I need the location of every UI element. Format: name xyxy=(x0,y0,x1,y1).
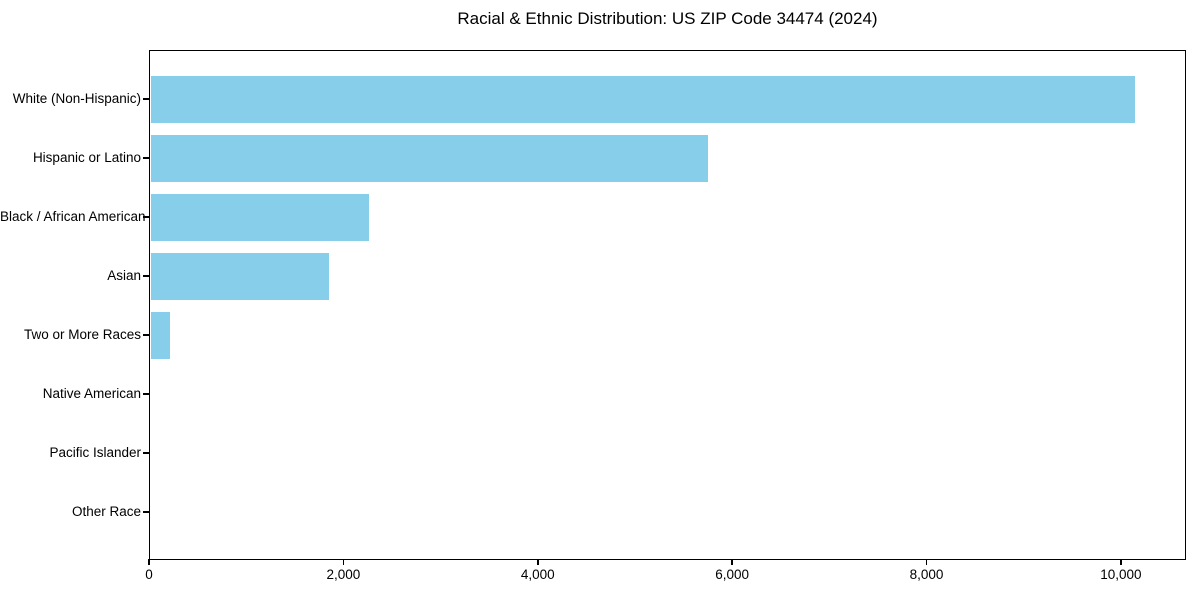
y-tick-label: Black / African American xyxy=(0,209,146,224)
bar-white-non-hispanic xyxy=(150,75,1136,123)
x-tick-label: 4,000 xyxy=(520,567,555,582)
y-tick-mark xyxy=(143,452,149,454)
x-tick-mark xyxy=(536,559,539,565)
x-tick-label: 8,000 xyxy=(909,567,944,582)
y-tick-label: Two or More Races xyxy=(23,327,141,342)
y-tick-mark xyxy=(143,393,149,395)
y-tick-mark xyxy=(143,334,149,336)
bar-black-african-american xyxy=(150,193,369,241)
y-tick-label: Pacific Islander xyxy=(49,445,141,460)
y-tick-mark xyxy=(143,157,149,159)
x-tick-label: 10,000 xyxy=(1100,567,1142,582)
x-tick-label: 6,000 xyxy=(715,567,750,582)
y-tick-label: White (Non-Hispanic) xyxy=(12,91,141,106)
y-tick-label: Hispanic or Latino xyxy=(32,150,141,165)
x-tick-mark xyxy=(925,559,928,565)
y-tick-label: Native American xyxy=(42,386,141,401)
y-tick-mark xyxy=(143,511,149,513)
chart-title: Racial & Ethnic Distribution: US ZIP Cod… xyxy=(457,9,878,28)
x-tick-mark xyxy=(1120,559,1122,565)
bar-asian xyxy=(150,252,329,300)
x-tick-label: 0 xyxy=(145,567,153,582)
y-tick-mark xyxy=(143,98,149,100)
y-tick-label: Other Race xyxy=(71,504,141,519)
x-tick-mark xyxy=(148,559,150,565)
x-tick-mark xyxy=(731,559,733,565)
x-tick-label: 2,000 xyxy=(326,567,361,582)
bar-two-or-more-races xyxy=(150,311,171,359)
plot-frame xyxy=(149,50,1186,560)
bar-hispanic-or-latino xyxy=(150,134,708,182)
y-tick-mark xyxy=(143,275,149,277)
y-tick-label: Asian xyxy=(107,268,141,283)
y-tick-mark xyxy=(143,216,149,218)
x-tick-mark xyxy=(342,559,345,565)
